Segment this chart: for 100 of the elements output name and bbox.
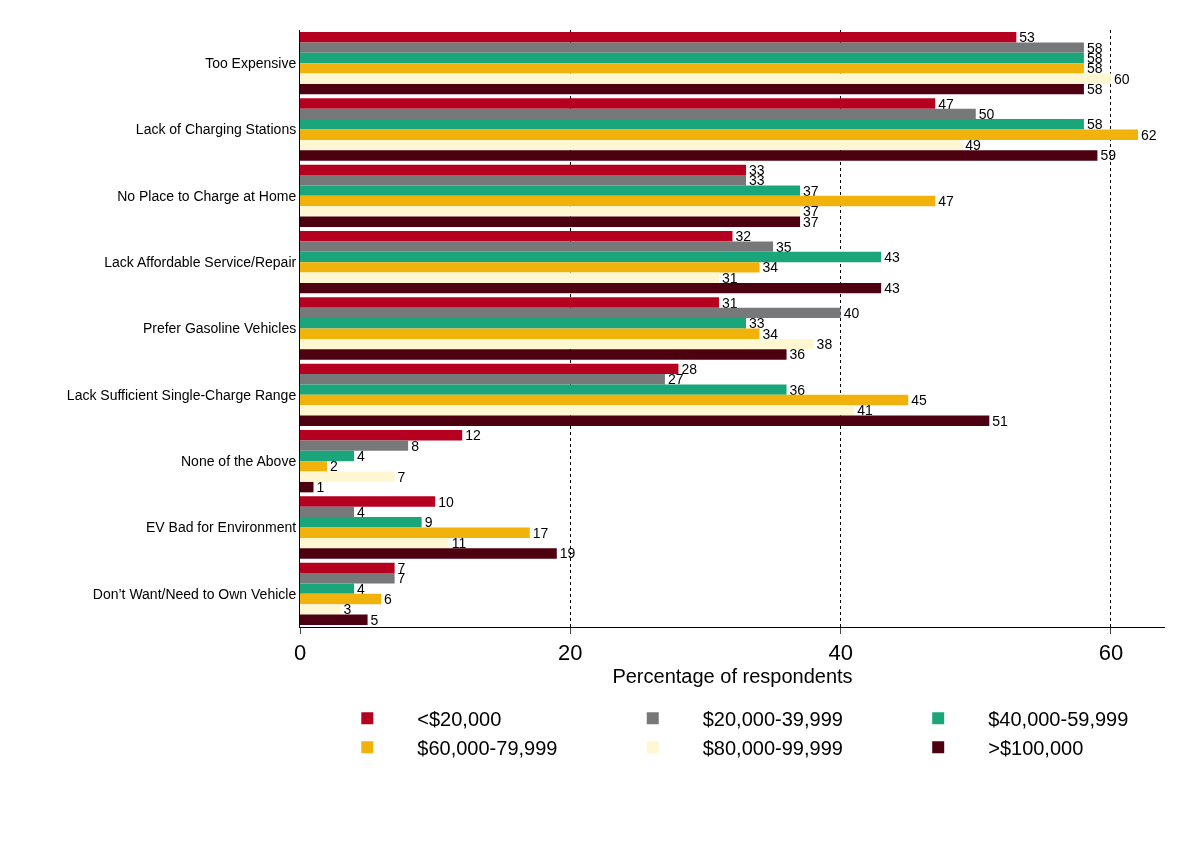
data-label: 8 [411,437,420,454]
legend-label: $40,000-59,999 [988,707,1129,730]
bar [300,164,747,176]
data-label: 7 [397,468,406,485]
data-label: 60 [1113,70,1130,87]
bar [300,185,801,196]
bar [300,318,747,329]
data-label: 58 [1086,116,1103,133]
bar [300,405,855,416]
data-label: 36 [789,381,806,398]
data-label: 45 [911,392,927,409]
bar [300,481,314,493]
data-label: 31 [721,294,738,311]
data-label: 1 [316,479,325,496]
bar [300,537,449,549]
y-tick-label: Lack Affordable Service/Repair [104,254,297,271]
data-label: 12 [465,427,481,444]
data-label: 58 [1086,81,1103,98]
bar [300,262,760,273]
data-label: 17 [532,524,549,541]
bar [300,548,557,559]
bar [300,216,801,228]
x-tick-label: 20 [558,640,583,666]
bar [300,338,814,350]
data-label: 31 [721,269,738,286]
bar [300,573,395,584]
data-label: 47 [938,95,955,112]
bar [300,593,382,605]
bar [300,583,355,594]
legend-label: $60,000-79,999 [417,736,558,759]
data-label: 35 [776,238,792,255]
bar [300,73,1111,84]
bar [300,374,665,385]
data-label: 40 [843,304,860,321]
bar [300,195,936,207]
y-tick-label: Prefer Gasoline Vehicles [142,320,297,337]
bar [300,272,719,283]
bar [300,506,355,518]
data-label: 38 [816,336,833,353]
bar [300,384,787,395]
bar [300,297,719,308]
bar [300,429,463,441]
data-label: 4 [357,580,366,597]
bar [300,363,679,375]
bar [300,42,1084,53]
data-label: 49 [965,137,982,154]
data-label: 62 [1140,126,1157,143]
bar [300,349,787,360]
bar [300,614,368,626]
data-label: 19 [559,545,576,562]
bar [300,241,774,252]
data-label: 51 [992,412,1009,429]
y-tick-label: Lack Sufficient Single-Charge Range [66,386,297,403]
bar [300,282,882,294]
y-tick-label: Don’t Want/Need to Own Vehicle [92,585,297,602]
bar [300,150,1098,161]
bar [300,527,530,538]
y-tick-label: Too Expensive [205,55,297,72]
x-tick-label: 40 [828,640,853,666]
data-label: 2 [330,458,339,475]
data-label: 34 [762,259,779,276]
data-label: 9 [424,514,433,531]
bar [300,63,1084,74]
y-tick-label: Lack of Charging Stations [135,121,297,138]
data-label: 47 [938,193,955,210]
bar [300,394,909,406]
bar [300,251,882,263]
data-label: 4 [357,503,366,520]
bar [300,496,436,507]
bar [300,471,395,482]
data-label: 3 [343,601,352,618]
legend-label: >$100,000 [988,736,1084,759]
data-label: 37 [803,182,819,199]
bar [300,206,801,217]
bar [300,604,341,615]
bar [300,175,747,186]
bar [300,31,1017,43]
bar [300,562,395,574]
data-label: 43 [884,280,900,297]
x-tick-label: 0 [293,640,307,666]
legend-label: <$20,000 [417,707,502,730]
y-tick-label: EV Bad for Environment [146,519,297,536]
bar [300,415,990,427]
data-label: 4 [357,447,366,464]
data-label: 43 [884,248,900,265]
y-tick-label: None of the Above [181,453,297,470]
data-label: 32 [735,228,752,245]
data-label: 10 [438,493,454,510]
bar [300,328,760,339]
bar [300,517,422,528]
bar [300,450,355,462]
data-label: 50 [978,105,995,122]
bar [300,98,936,109]
bar [300,139,963,151]
legend-label: $80,000-99,999 [702,736,843,759]
legend-label: $20,000-39,999 [702,707,843,730]
data-label: 36 [789,346,806,363]
bar [300,440,409,451]
bar [300,129,1138,140]
data-label: 5 [370,611,379,628]
